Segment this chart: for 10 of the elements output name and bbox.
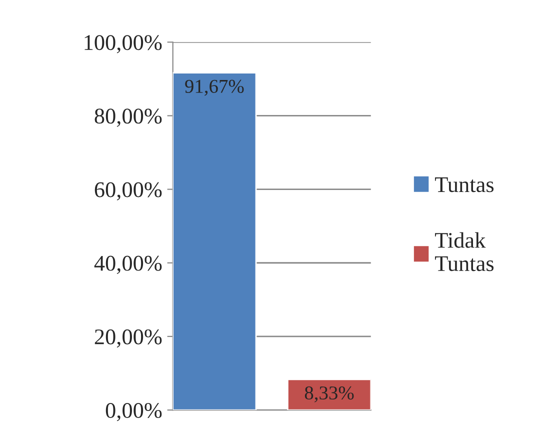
y-tick-label: 60,00% (94, 182, 162, 200)
y-tick-label: 20,00% (94, 329, 162, 348)
y-tick-label: 0,00% (106, 402, 162, 422)
y-tick-label: 80,00% (94, 108, 162, 127)
y-tick-label: 40,00% (94, 256, 162, 274)
data-label: 91,67% (185, 80, 244, 96)
legend-label: Tidak Tuntas (435, 232, 494, 272)
legend-label: Tuntas (435, 177, 494, 192)
y-tick-label: 100,00% (84, 35, 162, 54)
data-label: 8,33% (304, 386, 354, 402)
